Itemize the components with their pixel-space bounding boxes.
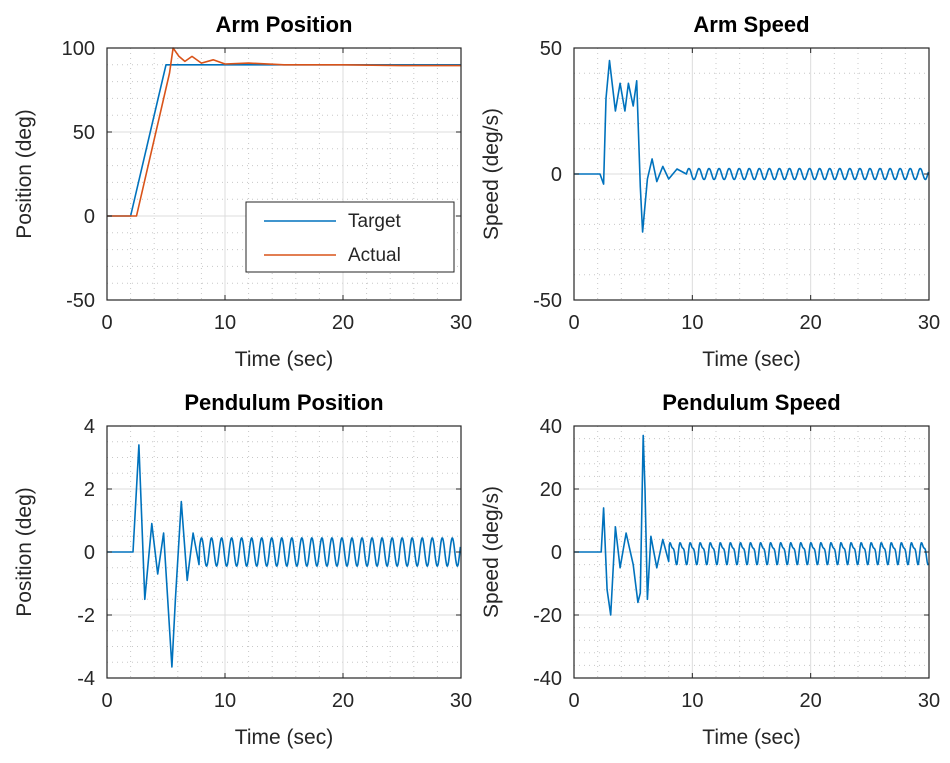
y-tick-label: -50 — [66, 290, 95, 312]
y-tick-label: -20 — [533, 605, 562, 627]
legend-label-target: Target — [348, 211, 402, 232]
chart-panel-1: 0 10 20 30 -50 0 50 100 Arm Position Time (sec) Po… — [13, 12, 472, 371]
y-tick-label: 0 — [551, 542, 562, 564]
x-tick-label: 0 — [568, 312, 579, 334]
legend-label-actual: Actual — [348, 245, 401, 266]
y-tick-label: 0 — [551, 164, 562, 186]
chart-title: Pendulum Speed — [662, 390, 840, 415]
y-tick-label: -50 — [533, 290, 562, 312]
y-tick-label: 0 — [84, 206, 95, 228]
chart-title: Arm Speed — [693, 12, 809, 37]
y-tick-label: 100 — [62, 38, 95, 60]
chart-panel-4: 0 10 20 30 -40 -20 0 20 40 Pendulum Speed Time (se… — [480, 390, 940, 749]
x-axis-label: Time (sec) — [235, 348, 333, 371]
y-tick-label: 2 — [84, 479, 95, 501]
x-tick-label: 10 — [214, 312, 236, 334]
legend: Target Actual — [245, 201, 455, 273]
x-tick-label: 10 — [681, 312, 703, 334]
x-tick-label: 20 — [332, 312, 354, 334]
x-tick-label: 30 — [918, 312, 940, 334]
x-tick-label: 10 — [681, 690, 703, 712]
y-axis-label: Speed (deg/s) — [480, 486, 503, 618]
x-axis-label: Time (sec) — [702, 348, 800, 371]
x-tick-label: 20 — [332, 690, 354, 712]
y-tick-label: 40 — [540, 416, 562, 438]
legend-box — [245, 201, 455, 273]
y-tick-label: 50 — [540, 38, 562, 60]
y-tick-label: 50 — [73, 122, 95, 144]
x-tick-label: 20 — [800, 690, 822, 712]
chart-panel-3: 0 10 20 30 -4 -2 0 2 4 Pendulum Position Time (sec… — [13, 390, 472, 749]
series-line-actual — [107, 47, 461, 217]
y-tick-label: 20 — [540, 479, 562, 501]
x-tick-label: 30 — [450, 690, 472, 712]
series-line-1 — [574, 434, 929, 616]
y-axis-label: Position (deg) — [13, 487, 36, 617]
x-tick-label: 0 — [568, 690, 579, 712]
x-tick-label: 30 — [450, 312, 472, 334]
x-axis-label: Time (sec) — [702, 726, 800, 749]
x-tick-label: 30 — [918, 690, 940, 712]
series-line-1 — [574, 59, 930, 233]
y-tick-label: -2 — [77, 605, 95, 627]
y-axis-label: Speed (deg/s) — [480, 108, 503, 240]
series-line-1 — [107, 444, 462, 668]
y-axis-label: Position (deg) — [13, 109, 36, 239]
x-axis-label: Time (sec) — [235, 726, 333, 749]
chart-title: Arm Position — [216, 12, 353, 37]
x-tick-label: 0 — [101, 312, 112, 334]
y-tick-label: 0 — [84, 542, 95, 564]
y-tick-label: -4 — [77, 668, 95, 690]
x-tick-label: 0 — [101, 690, 112, 712]
x-tick-label: 20 — [800, 312, 822, 334]
chart-panel-2: 0 10 20 30 -50 0 50 Arm Speed Time (sec) Speed (d… — [480, 12, 940, 371]
y-tick-label: 4 — [84, 416, 95, 438]
axes-box — [106, 47, 462, 301]
x-tick-label: 10 — [214, 690, 236, 712]
y-tick-label: -40 — [533, 668, 562, 690]
chart-title: Pendulum Position — [184, 390, 383, 415]
